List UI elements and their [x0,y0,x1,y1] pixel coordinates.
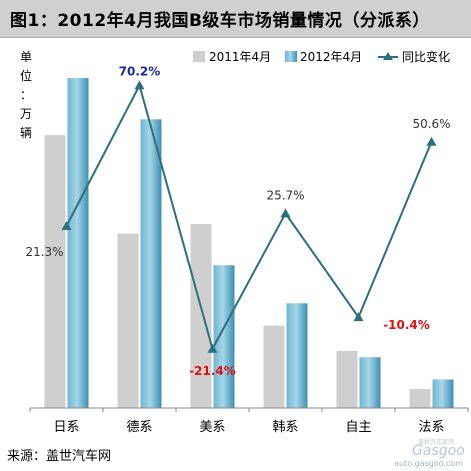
bar-2012 [67,78,89,408]
yoy-point [353,312,364,322]
bar-2011 [409,388,431,408]
title-bar: 图1：2012年4月我国B级车市场销量情况（分派系） [0,0,471,38]
x-category-label: 法系 [418,420,444,435]
unit-label-char: 辆 [20,126,33,140]
unit-label-char: ： [20,88,33,102]
legend-swatch-2012 [285,51,297,62]
bar-2012 [213,265,235,408]
x-category-label: 自主 [345,420,371,435]
yoy-data-label: -21.4% [189,364,236,378]
legend-swatch-2011 [193,51,205,62]
bar-2012 [286,303,308,408]
yoy-point [280,208,291,218]
legend-label-yoy: 同比变化 [402,49,450,64]
x-category-label: 日系 [53,420,79,435]
unit-label-char: 单 [20,50,33,64]
yoy-point [207,343,218,353]
bar-2011 [263,325,285,408]
legend: 2011年4月 2012年4月 同比变化 [193,49,450,64]
yoy-line [65,82,433,352]
legend-label-2012: 2012年4月 [300,50,362,64]
bar-2011 [117,233,139,408]
unit-label-char: 位 [20,69,33,83]
yoy-data-label: 21.3% [25,245,63,259]
source-note: 来源：盖世汽车网 [7,449,112,464]
yoy-data-label: 25.7% [266,188,304,202]
bar-2011 [336,350,358,408]
yoy-point [426,136,437,146]
legend-label-2011: 2011年4月 [209,50,271,64]
svg-text:Gasgoo: Gasgoo [412,443,465,459]
yoy-data-label: 50.6% [412,117,450,131]
yoy-data-label: 70.2% [119,64,161,78]
watermark-url: auto.gasgoo.com [394,459,463,468]
bar-2012 [432,379,454,408]
x-category-label: 德系 [126,420,152,435]
yoy-point [134,80,145,90]
chart-title: 图1：2012年4月我国B级车市场销量情况（分派系） [10,11,430,31]
yoy-point [61,221,72,231]
svg-text:盖世汽车资讯: 盖世汽车资讯 [418,438,454,446]
bar-2012 [359,357,381,408]
legend-triangle-marker [383,52,393,60]
unit-label-char: 万 [20,107,33,121]
gasgoo-logo: Gasgoo 盖世汽车资讯 [412,438,465,459]
x-category-label: 韩系 [272,420,298,435]
bar-2011 [190,224,212,408]
bar-2012 [140,119,162,408]
bar-2011 [44,135,66,408]
yoy-data-label: -10.4% [383,318,430,332]
x-category-label: 美系 [199,420,225,435]
